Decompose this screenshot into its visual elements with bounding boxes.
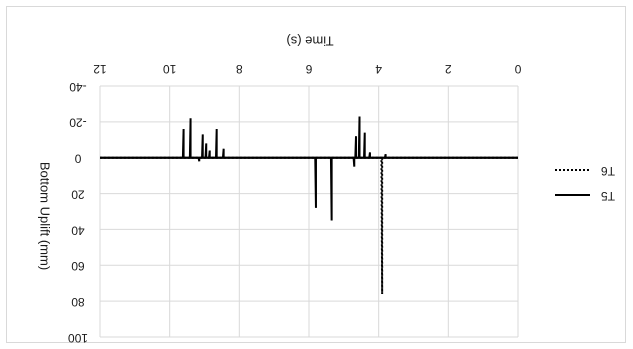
y-tick-label-group: 20 — [71, 187, 85, 201]
x-axis-title-group: Time (s) — [286, 34, 333, 49]
x-tick-label-group: 6 — [305, 62, 312, 76]
y-tick-label: 80 — [71, 295, 85, 309]
x-tick-label-group: 12 — [93, 62, 107, 76]
series-line-t6 — [100, 156, 518, 294]
tick-labels: 0 2 4 6 8 10 12 -40 -20 0 20 40 60 80 100 — [68, 62, 522, 345]
y-tick-label: 100 — [68, 331, 88, 345]
x-tick-label: 12 — [93, 62, 107, 76]
y-tick-label-group: 60 — [71, 259, 85, 273]
y-tick-label: -20 — [69, 116, 87, 130]
x-tick-label: 10 — [163, 62, 177, 76]
y-tick-label-group: 100 — [68, 331, 88, 345]
y-tick-label-group: -40 — [69, 80, 87, 94]
gridlines — [99, 85, 519, 338]
x-axis-title: Time (s) — [286, 34, 333, 49]
legend-label-t6: T6 — [601, 164, 615, 178]
y-tick-label-group: -20 — [69, 116, 87, 130]
y-axis-title: Bottom Uplift (mm) — [38, 162, 53, 270]
x-tick-label-group: 2 — [445, 62, 452, 76]
x-tick-label-group: 10 — [163, 62, 177, 76]
x-tick-label: 2 — [445, 62, 452, 76]
y-tick-label-group: 0 — [74, 152, 81, 166]
y-axis-title-group: Bottom Uplift (mm) — [38, 162, 53, 270]
y-tick-label: -40 — [69, 80, 87, 94]
y-tick-label: 60 — [71, 259, 85, 273]
legend-label-group: T6 — [601, 164, 615, 178]
y-tick-label: 20 — [71, 187, 85, 201]
x-tick-label-group: 4 — [375, 62, 382, 76]
y-tick-label-group: 40 — [71, 223, 85, 237]
legend: T6 T5 — [555, 164, 615, 203]
x-tick-label: 4 — [375, 62, 382, 76]
x-tick-label: 0 — [514, 62, 521, 76]
x-tick-label-group: 8 — [236, 62, 243, 76]
legend-label-t5: T5 — [601, 189, 615, 203]
x-tick-label-group: 0 — [514, 62, 521, 76]
x-tick-label: 8 — [236, 62, 243, 76]
y-tick-label-group: 80 — [71, 295, 85, 309]
y-tick-label: 0 — [74, 152, 81, 166]
legend-label-group: T5 — [601, 189, 615, 203]
x-tick-label: 6 — [305, 62, 312, 76]
y-tick-label: 40 — [71, 223, 85, 237]
